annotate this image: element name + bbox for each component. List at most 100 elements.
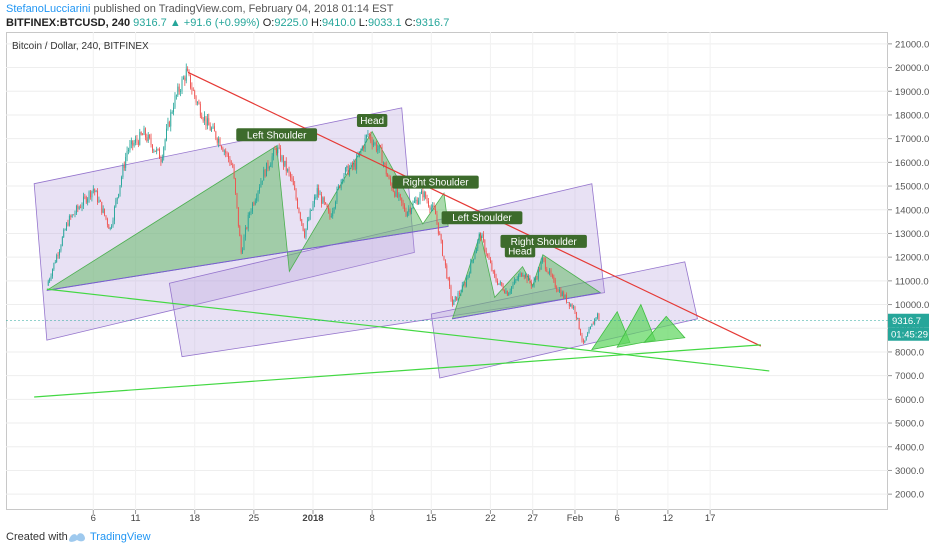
- candle-body: [209, 125, 211, 131]
- candle-body: [540, 261, 542, 270]
- projection-triangle[interactable]: [643, 315, 686, 343]
- candle-body: [297, 199, 298, 209]
- candle-body: [54, 262, 56, 264]
- candle-body: [515, 279, 517, 281]
- candle-body: [330, 216, 332, 218]
- candle-body: [418, 200, 420, 205]
- candle-body: [509, 291, 511, 294]
- candle-body: [411, 208, 413, 213]
- descending-trendline[interactable]: [187, 71, 762, 347]
- candle-body: [546, 269, 548, 272]
- candle-body: [587, 333, 589, 337]
- candle-body: [119, 185, 121, 195]
- last-price-label: 9316.7: [892, 316, 921, 327]
- x-tick-label: 6: [91, 513, 96, 524]
- candle-body: [205, 116, 207, 126]
- candle-body: [277, 147, 279, 154]
- candle-body: [573, 306, 574, 308]
- candle-body: [254, 200, 256, 205]
- candle-body: [202, 118, 204, 121]
- y-tick-label: 5000.0: [895, 419, 924, 430]
- candle-body: [371, 140, 373, 146]
- tradingview-brand[interactable]: TradingView: [90, 531, 151, 543]
- candle-body: [466, 278, 467, 286]
- candle-body: [282, 156, 284, 166]
- right-shoulder-label-box: [500, 234, 587, 248]
- candle-body: [195, 96, 197, 103]
- tradingview-logo-icon[interactable]: [68, 530, 86, 544]
- close-label: C:: [404, 17, 416, 29]
- candle-body: [475, 248, 477, 254]
- candle-body: [520, 272, 522, 277]
- support-trendline[interactable]: [46, 288, 770, 372]
- author-link[interactable]: StefanoLucciarini: [6, 3, 91, 15]
- projection-triangle[interactable]: [616, 303, 656, 348]
- last-price: 9316.7: [133, 17, 167, 29]
- y-tick-label: 4000.0: [895, 442, 924, 453]
- candle-body: [584, 340, 586, 342]
- candle-body: [274, 149, 276, 150]
- neckline[interactable]: [452, 292, 601, 320]
- candle-body: [191, 87, 193, 91]
- projection-triangle[interactable]: [590, 310, 631, 351]
- candle-body: [266, 162, 267, 177]
- candle-body: [240, 236, 242, 253]
- candle-body: [354, 162, 356, 170]
- chart-pane[interactable]: [6, 32, 888, 510]
- candle-body: [281, 156, 283, 161]
- candle-body: [312, 203, 314, 210]
- chart-title: Bitcoin / Dollar, 240, BITFINEX: [12, 41, 149, 52]
- candle-body: [484, 239, 486, 251]
- candle-body: [557, 289, 559, 292]
- candle-body: [463, 283, 465, 285]
- candle-body: [97, 191, 98, 203]
- neckline[interactable]: [46, 225, 449, 291]
- x-tick-label: 27: [527, 513, 538, 524]
- candle-body: [239, 226, 241, 237]
- candle-body: [405, 211, 407, 217]
- candle-body: [268, 166, 270, 169]
- candle-body: [497, 281, 498, 285]
- candle-body: [537, 268, 539, 279]
- candle-body: [177, 86, 179, 96]
- y-tick-label: 2000.0: [895, 490, 924, 501]
- symbol-label[interactable]: BITFINEX:BTCUSD, 240: [6, 17, 131, 29]
- candle-body: [197, 102, 198, 104]
- candle-body: [419, 193, 421, 201]
- candle-body: [292, 178, 294, 186]
- candle-body: [440, 234, 442, 241]
- candle-body: [168, 121, 170, 127]
- candle-body: [173, 107, 175, 113]
- candle-body: [87, 198, 89, 203]
- candle-body: [477, 240, 479, 249]
- y-tick-label: 12000.0: [895, 253, 929, 264]
- candle-body: [219, 138, 221, 146]
- candle-body: [392, 189, 394, 192]
- candle-body: [156, 148, 158, 152]
- candle-body: [404, 205, 405, 212]
- close-value: 9316.7: [415, 17, 450, 29]
- candle-body: [336, 188, 338, 202]
- candle-body: [185, 68, 187, 81]
- candle-body: [206, 118, 208, 126]
- candle-body: [491, 262, 493, 271]
- candle-body: [90, 191, 91, 198]
- candle-body: [478, 234, 480, 241]
- created-with-text: Created with: [6, 531, 68, 543]
- candle-body: [543, 257, 545, 260]
- candle-body: [167, 121, 169, 129]
- candle-body: [267, 162, 269, 169]
- candle-body: [104, 208, 106, 216]
- candle-body: [368, 133, 370, 136]
- candle-body: [356, 156, 358, 170]
- x-tick-label: 22: [485, 513, 496, 524]
- channel-rectangle[interactable]: [430, 261, 698, 379]
- candle-body: [508, 293, 510, 296]
- candle-body: [366, 135, 367, 139]
- x-tick-label: 11: [131, 513, 141, 524]
- publish-info: StefanoLucciarini published on TradingVi…: [6, 3, 394, 15]
- support-trendline[interactable]: [34, 344, 761, 398]
- candle-body: [228, 153, 229, 159]
- candle-body: [367, 133, 369, 136]
